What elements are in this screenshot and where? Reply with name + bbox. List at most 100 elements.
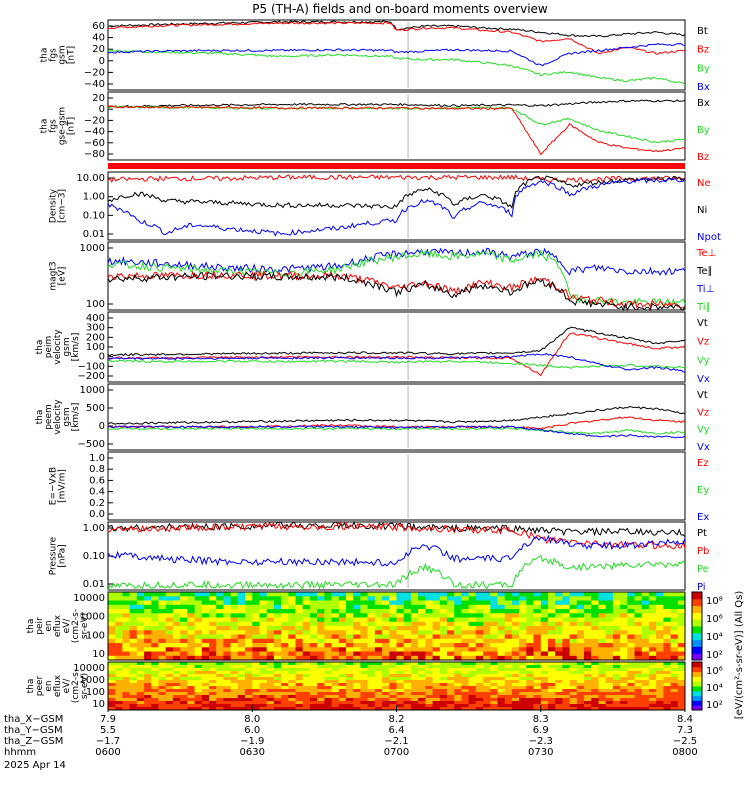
- spectrogram-cell: [230, 630, 239, 636]
- spectrogram-cell: [533, 630, 542, 636]
- spectrogram-cell: [605, 668, 614, 672]
- spectrogram-cell: [309, 613, 318, 619]
- spectrogram-cell: [230, 701, 239, 705]
- spectrogram-cell: [346, 655, 354, 661]
- spectrogram-cell: [591, 621, 599, 627]
- spectrogram-cell: [526, 596, 534, 602]
- spectrogram-cell: [439, 689, 448, 693]
- spectrogram-cell: [288, 692, 296, 696]
- spectrogram-cell: [670, 630, 679, 636]
- spectrogram-cell: [338, 592, 347, 597]
- spectrogram-cell: [670, 592, 679, 597]
- spectrogram-cell: [468, 701, 477, 705]
- spectrogram-cell: [288, 707, 296, 711]
- spectrogram-cell: [468, 692, 477, 696]
- spectrogram-cell: [172, 707, 181, 711]
- spectrogram-cell: [309, 689, 318, 693]
- spectrogram-cell: [331, 647, 340, 653]
- spectrogram-cell: [288, 689, 296, 693]
- spectrogram-cell: [382, 689, 390, 693]
- spectrogram-cell: [230, 617, 239, 623]
- spectrogram-cell: [598, 680, 607, 684]
- spectrogram-cell: [447, 692, 455, 696]
- spectrogram-cell: [115, 604, 123, 610]
- spectrogram-cell: [418, 701, 426, 705]
- x-row-value: 0800: [672, 747, 697, 758]
- spectrogram-cell: [584, 600, 592, 606]
- spectrogram-cell: [403, 617, 412, 623]
- spectrogram-cell: [374, 647, 383, 653]
- spectrogram-cell: [151, 683, 159, 687]
- spectrogram-cell: [562, 662, 571, 666]
- spectrogram-cell: [216, 617, 224, 623]
- spectrogram-cell: [223, 626, 232, 631]
- spectrogram-cell: [620, 668, 628, 672]
- spectrogram-cell: [309, 701, 318, 705]
- spectrogram-cell: [209, 695, 217, 699]
- spectrogram-cell: [511, 707, 520, 711]
- spectrogram-cell: [382, 621, 390, 627]
- spectrogram-cell: [281, 680, 289, 684]
- spectrogram-cell: [663, 613, 672, 619]
- spectrogram-cell: [338, 680, 347, 684]
- spectrogram-cell: [389, 638, 397, 644]
- spectrogram-cell: [223, 671, 232, 675]
- colorbar-step: [692, 705, 702, 711]
- spectrogram-cell: [475, 609, 484, 614]
- spectrogram-cell: [317, 626, 325, 631]
- spectrogram-cell: [317, 634, 325, 640]
- spectrogram-cell: [439, 604, 448, 610]
- spectrogram-cell: [252, 621, 260, 627]
- spectrogram-cell: [418, 662, 426, 666]
- spectrogram-cell: [324, 698, 333, 702]
- spectrogram-cell: [562, 686, 571, 690]
- spectrogram-cell: [468, 674, 477, 678]
- spectrogram-cell: [288, 600, 296, 606]
- spectrogram-cell: [533, 634, 542, 640]
- spectrogram-cell: [548, 698, 556, 702]
- spectrogram-cell: [136, 617, 145, 623]
- spectrogram-cell: [475, 643, 484, 648]
- spectrogram-cell: [598, 651, 607, 657]
- spectrogram-cell: [295, 683, 304, 687]
- spectrogram-cell: [605, 621, 614, 627]
- spectrogram-cell: [569, 686, 578, 690]
- spectrogram-cell: [461, 683, 470, 687]
- spectrogram-cell: [403, 655, 412, 661]
- spectrogram-cell: [548, 630, 556, 636]
- spectrogram-cell: [483, 617, 491, 623]
- spectrogram-cell: [663, 680, 672, 684]
- spectrogram-cell: [598, 643, 607, 648]
- spectrogram-cell: [461, 655, 470, 661]
- spectrogram-cell: [483, 707, 491, 711]
- spectrogram-cell: [540, 686, 549, 690]
- spectrogram-cell: [259, 698, 268, 702]
- spectrogram-cell: [288, 621, 296, 627]
- spectrogram-cell: [483, 701, 491, 705]
- spectrogram-cell: [223, 643, 232, 648]
- spectrogram-cell: [180, 638, 188, 644]
- spectrogram-cell: [245, 701, 253, 705]
- spectrogram-cell: [158, 604, 167, 610]
- spectrogram-cell: [418, 600, 426, 606]
- spectrogram-cell: [432, 692, 441, 696]
- spectrogram-cell: [447, 647, 455, 653]
- spectrogram-cell: [418, 626, 426, 631]
- spectrogram-cell: [533, 600, 542, 606]
- spectrogram-cell: [634, 600, 643, 606]
- spectrogram-cell: [187, 630, 195, 636]
- spectrogram-cell: [281, 600, 289, 606]
- spectrogram-cell: [144, 704, 152, 708]
- spectrogram-cell: [670, 662, 679, 666]
- spectrogram-cell: [346, 647, 354, 653]
- spectrogram-cell: [598, 596, 607, 602]
- spectrogram-cell: [403, 695, 412, 699]
- spectrogram-cell: [324, 651, 333, 657]
- spectrogram-cell: [187, 680, 195, 684]
- spectrogram-cell: [151, 621, 159, 627]
- spectrogram-cell: [122, 695, 131, 699]
- spectrogram-cell: [295, 600, 304, 606]
- spectrogram-cell: [634, 630, 643, 636]
- spectrogram-cell: [331, 643, 340, 648]
- spectrogram-cell: [533, 707, 542, 711]
